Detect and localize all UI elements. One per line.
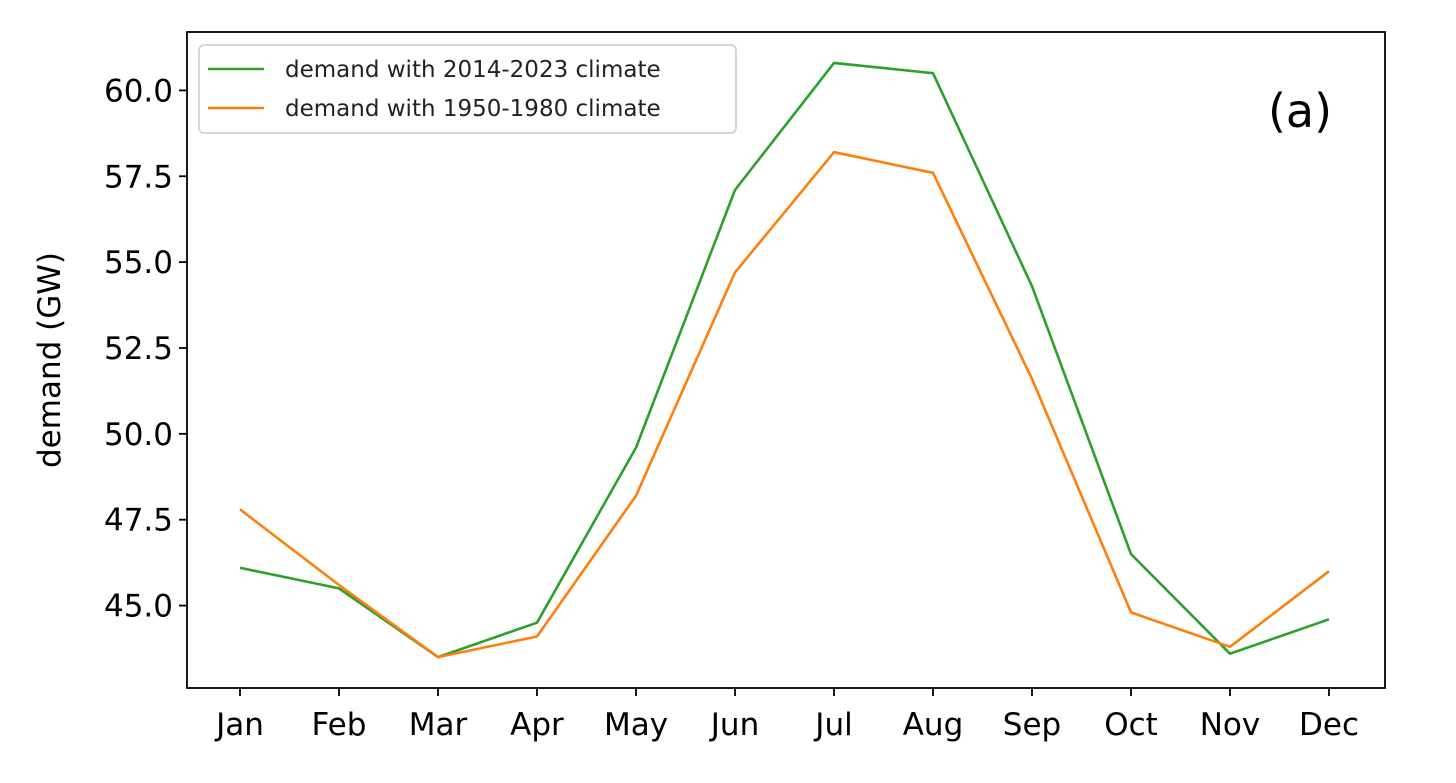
y-tick-label: 45.0 (104, 589, 173, 625)
y-tick-label: 47.5 (104, 503, 173, 539)
y-tick-label: 52.5 (104, 331, 173, 367)
x-tick-label: Nov (1200, 707, 1261, 743)
x-tick-label: Jun (709, 707, 759, 743)
x-tick-label: Jul (813, 707, 852, 743)
y-axis: 45.0 47.5 50.0 52.5 55.0 57.5 60.0 (104, 73, 187, 625)
x-tick-label: Apr (510, 707, 564, 743)
x-tick-label: May (604, 707, 668, 743)
x-tick-label: Aug (903, 707, 964, 743)
legend-entry-2: demand with 1950-1980 climate (285, 96, 661, 122)
x-tick-label: Mar (409, 707, 468, 743)
series-line-1 (239, 61, 1330, 659)
x-tick-label: Feb (312, 707, 367, 743)
x-tick-label: Sep (1003, 707, 1061, 743)
y-tick-label: 60.0 (104, 73, 173, 109)
x-tick-label: Oct (1104, 707, 1158, 743)
y-axis-label: demand (GW) (32, 252, 68, 468)
series-line-2 (239, 150, 1330, 659)
y-tick-label: 55.0 (104, 245, 173, 281)
panel-label: (a) (1268, 84, 1332, 138)
legend-entry-1: demand with 2014-2023 climate (285, 57, 661, 83)
legend-box (198, 44, 737, 134)
plot-frame (186, 31, 1386, 689)
x-tick-label: Dec (1299, 707, 1359, 743)
x-axis: Jan Feb Mar Apr May Jun Jul Aug Sep Oct Nov Dec (214, 688, 1359, 743)
series-lines (239, 61, 1330, 659)
y-tick-label: 50.0 (104, 417, 173, 453)
y-tick-label: 57.5 (104, 159, 173, 195)
x-tick-label: Jan (214, 707, 264, 743)
legend: demand with 2014-2023 climate demand wit… (198, 44, 737, 134)
